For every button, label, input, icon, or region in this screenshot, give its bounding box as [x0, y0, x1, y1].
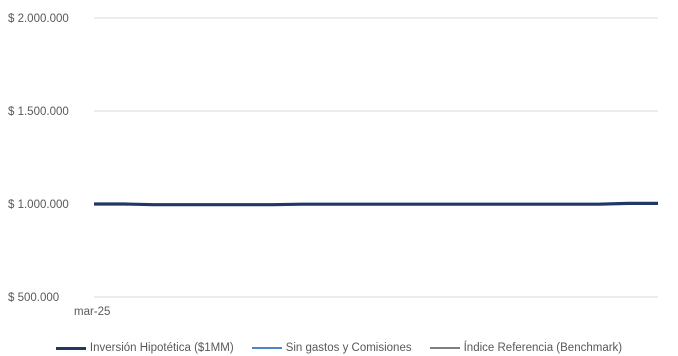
legend: Inversión Hipotética ($1MM) Sin gastos y…	[0, 340, 678, 356]
x-tick-label: mar-25	[74, 306, 110, 318]
legend-item: Inversión Hipotética ($1MM)	[55, 342, 234, 354]
legend-label: Índice Referencia (Benchmark)	[463, 342, 623, 354]
y-tick-label: $ 1.000.000	[8, 199, 69, 211]
y-axis-tick-labels: $ 2.000.000 $ 1.500.000 $ 1.000.000 $ 500.0…	[8, 13, 69, 304]
y-tick-label: $ 2.000.000	[8, 13, 69, 25]
legend-swatch	[251, 347, 282, 349]
y-tick-label: $ 1.500.000	[8, 106, 69, 118]
legend-swatch	[429, 347, 460, 349]
legend-swatch	[55, 346, 86, 350]
legend-label: Inversión Hipotética ($1MM)	[89, 342, 234, 354]
x-axis-tick-labels: mar-25	[74, 306, 110, 318]
gridlines	[94, 17, 658, 298]
legend-item: Sin gastos y Comisiones	[251, 342, 412, 354]
y-tick-label: $ 500.000	[8, 292, 59, 304]
series-line-0	[94, 201, 658, 207]
legend-item: Índice Referencia (Benchmark)	[429, 342, 623, 354]
line-chart: $ 2.000.000 $ 1.500.000 $ 1.000.000 $ 500.0…	[8, 13, 658, 318]
series-lines	[94, 201, 658, 207]
legend-label: Sin gastos y Comisiones	[285, 342, 412, 354]
